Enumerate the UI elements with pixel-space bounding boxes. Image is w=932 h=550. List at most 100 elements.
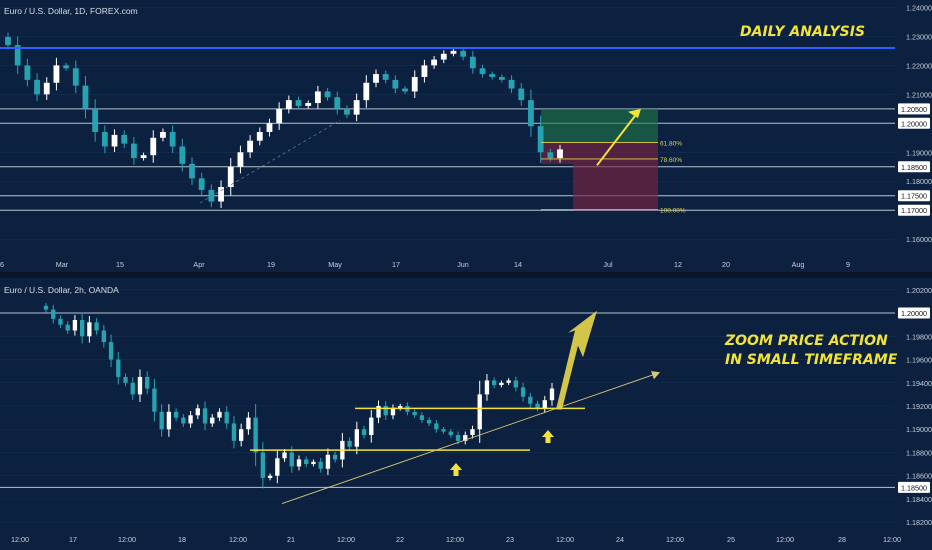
candle-body [528, 396, 533, 404]
candle-body [87, 322, 92, 337]
pane-divider[interactable] [0, 272, 932, 278]
top-chart-grid [0, 7, 895, 240]
bounce-arrow-icon [542, 430, 554, 443]
candle-body [160, 132, 166, 138]
candle-body [179, 146, 186, 164]
level-label-box [898, 307, 930, 319]
candle-body [111, 134, 118, 147]
candle-body [537, 126, 544, 153]
candle-body [202, 408, 208, 424]
candle-body [344, 108, 350, 115]
price-tick-label: 1.16000 [906, 235, 932, 244]
candle-body [72, 68, 79, 86]
candle-body [460, 50, 467, 57]
candle-body [499, 382, 504, 386]
level-label: 1.20000 [901, 119, 927, 128]
candle-body [412, 411, 417, 416]
candle-body [260, 452, 266, 479]
candle-body [208, 189, 215, 202]
candle-body [390, 408, 396, 416]
candle-body [419, 415, 425, 420]
candle-body [72, 320, 78, 331]
price-tick-label: 1.19000 [906, 148, 932, 157]
trendline-arrow-head [651, 371, 660, 380]
top-price-axis: 1.24000 1.23000 1.22000 1.21000 1.19000 1.180… [898, 3, 932, 244]
level-label: 1.20000 [901, 309, 927, 318]
time-tick-label: 12:00 [229, 535, 247, 544]
candle-body [426, 419, 432, 424]
candle-body [354, 429, 359, 447]
candle-body [246, 417, 251, 430]
candle-body [402, 88, 408, 92]
bottom-chart-levels [0, 312, 895, 488]
rising-trendline [281, 373, 658, 505]
candle-body [195, 408, 200, 416]
time-tick-label: 24 [616, 535, 624, 544]
candle-body [528, 100, 534, 127]
candle-body [227, 166, 234, 188]
price-tick-label: 1.20200 [906, 286, 932, 295]
candle-body [285, 100, 292, 109]
top-chart-candles [5, 32, 563, 209]
level-label: 1.17500 [901, 192, 927, 201]
trade-zone [541, 108, 658, 211]
candle-body [334, 97, 341, 109]
dashed-trendline [199, 120, 341, 204]
price-tick-label: 1.19600 [906, 356, 932, 365]
price-tick-label: 1.18000 [906, 177, 932, 186]
candle-body [43, 305, 49, 310]
candle-body [392, 79, 399, 89]
candle-body [217, 411, 222, 418]
candle-body [398, 406, 403, 409]
level-label-box [898, 117, 930, 129]
fib-level-label: 78.60% [660, 157, 682, 164]
candle-body [382, 74, 389, 80]
candle-body [34, 79, 40, 95]
time-tick-label: 12:00 [118, 535, 136, 544]
candle-body [450, 50, 457, 54]
candle-body [92, 108, 99, 132]
time-tick-label: 15 [116, 260, 124, 269]
bottom-chart-title: Euro / U.S. Dollar, 2h, OANDA [4, 285, 119, 295]
top-chart-levels [0, 108, 895, 211]
candle-body [383, 406, 388, 416]
candle-body [305, 103, 312, 106]
candle-body [101, 330, 106, 343]
entry-zone [541, 142, 658, 164]
candle-body [116, 359, 121, 377]
candle-body [295, 100, 302, 106]
candle-body [218, 187, 224, 202]
profit-zone [541, 108, 658, 143]
candle-body [137, 376, 143, 395]
level-label: 1.18500 [901, 483, 927, 492]
candle-body [152, 388, 157, 412]
projection-arrow-head [628, 108, 641, 119]
time-tick-label: 20 [722, 260, 730, 269]
fib-level-label: 61.80% [660, 140, 682, 147]
time-tick-label: Jul [603, 260, 613, 269]
candle-body [276, 108, 283, 124]
candle-body [169, 132, 176, 147]
time-tick-label: Mar [56, 260, 69, 269]
candle-body [14, 45, 21, 66]
bottom-chart-overlay [250, 310, 660, 505]
candle-body [5, 36, 11, 46]
candle-body [434, 423, 439, 430]
price-tick-label: 1.19000 [906, 425, 932, 434]
zoom-note-line1: ZOOM PRICE ACTION [725, 333, 888, 349]
price-tick-label: 1.21000 [906, 90, 932, 99]
candle-body [166, 411, 172, 430]
bottom-chart-grid [0, 289, 895, 523]
time-tick-label: 6 [0, 260, 4, 269]
candle-body [289, 452, 294, 467]
bottom-time-axis: 12:00 17 12:00 18 12:00 21 12:00 22 12:00 23 12:00… [11, 535, 901, 544]
candle-body [24, 65, 31, 80]
level-label: 1.20500 [901, 105, 927, 114]
level-label-box [898, 103, 930, 115]
candle-body [296, 459, 302, 467]
candle-body [267, 475, 273, 479]
candle-body [53, 65, 60, 83]
candle-body [508, 79, 515, 89]
candle-body [448, 431, 453, 436]
candle-body [318, 461, 323, 469]
